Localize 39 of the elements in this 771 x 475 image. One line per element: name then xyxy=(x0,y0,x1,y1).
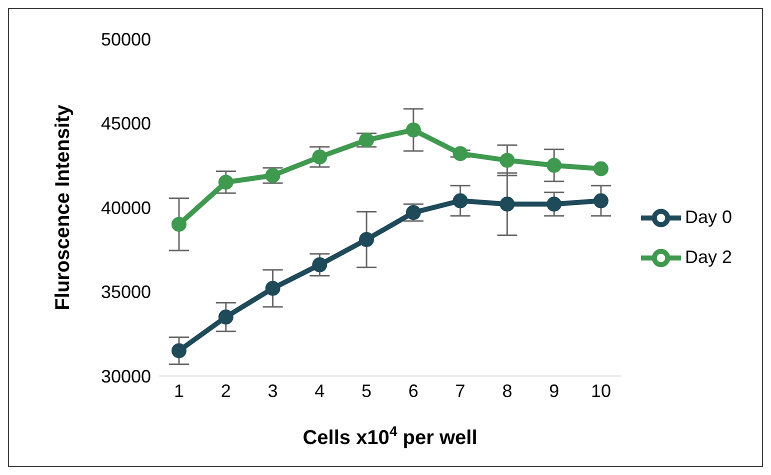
x-tick-label: 4 xyxy=(314,380,325,401)
point xyxy=(265,168,280,183)
x-tick-label: 10 xyxy=(590,380,611,401)
point xyxy=(546,196,562,212)
x-tick-label: 1 xyxy=(174,380,184,401)
point xyxy=(172,216,186,232)
point xyxy=(312,257,328,272)
x-tick-label: 2 xyxy=(220,380,231,401)
point xyxy=(452,146,468,162)
point xyxy=(452,193,468,208)
y-axis-title: Fluroscence Intensity xyxy=(52,104,74,310)
point xyxy=(406,122,421,138)
point xyxy=(359,232,374,248)
point xyxy=(406,205,421,220)
point xyxy=(500,196,515,212)
x-tick-label: 9 xyxy=(549,380,560,401)
x-tick-label: 6 xyxy=(408,380,418,401)
y-tick-label: 50000 xyxy=(100,29,151,50)
legend-label: Day 2 xyxy=(684,246,732,266)
point xyxy=(265,280,280,296)
point xyxy=(172,343,186,358)
x-tick-label: 7 xyxy=(455,380,466,401)
point xyxy=(500,152,515,168)
point xyxy=(546,158,562,173)
x-tick-label: 5 xyxy=(362,380,372,401)
x-tick-label: 8 xyxy=(502,380,512,401)
point xyxy=(218,310,234,325)
x-axis-title: Cells x10$^{4}$ per well xyxy=(302,423,478,449)
point xyxy=(593,161,608,176)
x-tick-label: 3 xyxy=(268,380,278,401)
point xyxy=(359,132,374,148)
legend-label: Day 0 xyxy=(684,206,732,226)
y-tick-label: 30000 xyxy=(100,366,151,386)
y-tick-label: 40000 xyxy=(100,198,151,218)
y-tick-label: 45000 xyxy=(100,114,151,134)
y-tick-label: 35000 xyxy=(100,282,151,302)
point xyxy=(218,174,234,190)
point xyxy=(312,149,328,164)
point xyxy=(593,193,608,208)
